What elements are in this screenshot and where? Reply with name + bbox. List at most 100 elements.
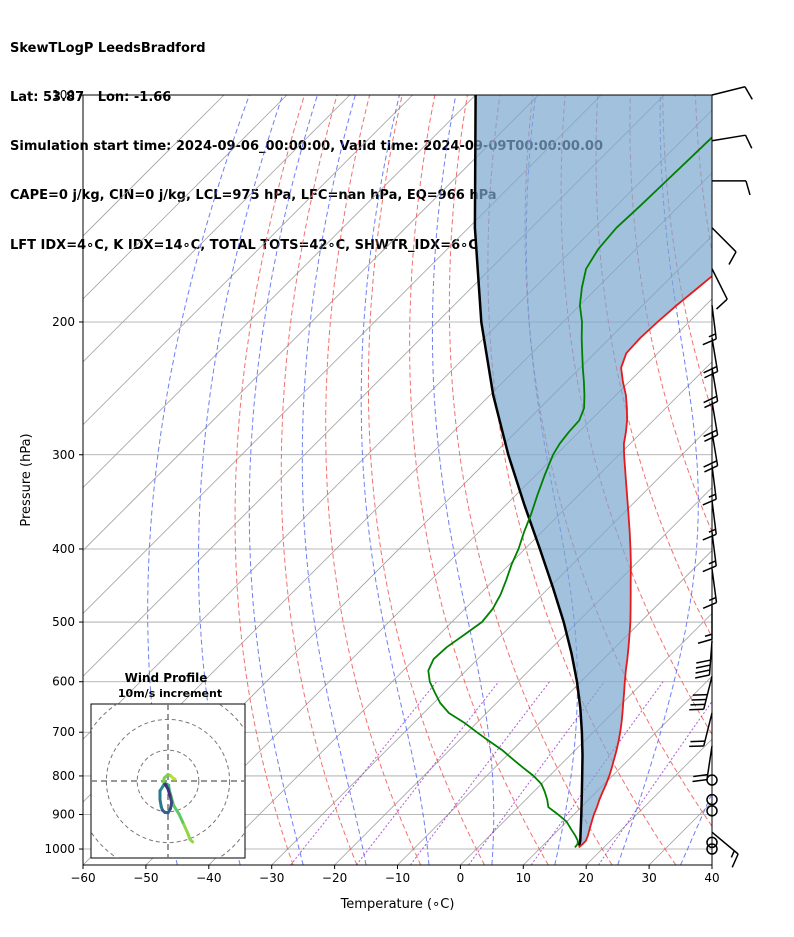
- wind-barb: [703, 337, 719, 379]
- calm-circle: [706, 805, 718, 817]
- hodograph-ring: [136, 749, 200, 813]
- wind-barb: [702, 500, 717, 541]
- barb-full: [744, 86, 753, 100]
- temperature-line: [578, 274, 712, 849]
- dry-adiabat-line: [761, 95, 794, 865]
- plot-area: [83, 95, 794, 865]
- barb-full: [696, 659, 711, 664]
- y-axis-label: Pressure (hPa): [19, 433, 34, 526]
- dry-adiabat-line: [448, 95, 613, 865]
- barb-half: [708, 528, 716, 533]
- wind-barb: [702, 465, 717, 506]
- wind-barb: [706, 836, 718, 849]
- dry-adiabat-line: [325, 95, 422, 865]
- barb-staff: [711, 568, 718, 603]
- x-tick-label: 20: [579, 871, 594, 885]
- isotherm-line: [83, 95, 288, 300]
- y-tick-label: 100: [52, 88, 75, 102]
- x-axis-label: Temperature (∘C): [340, 897, 455, 912]
- wind-barb: [702, 568, 718, 610]
- x-tick-label: 30: [641, 871, 656, 885]
- dry-adiabat-line: [409, 95, 549, 865]
- hodograph-segment: [172, 803, 181, 816]
- hodograph-plot: [91, 704, 245, 858]
- calm-circle: [706, 843, 718, 855]
- dry-adiabat-line: [728, 95, 794, 865]
- moist-adiabat-line: [301, 95, 367, 865]
- wind-barb: [711, 86, 753, 100]
- barb-staff: [711, 337, 719, 372]
- barb-full: [702, 565, 717, 573]
- x-tick-label: −40: [196, 871, 221, 885]
- x-tick-label: 40: [704, 871, 719, 885]
- hodograph-inset: Wind Profile 10m/s increment: [90, 671, 246, 859]
- barb-full: [728, 251, 737, 265]
- wind-barb: [695, 641, 713, 679]
- wind-barb: [706, 793, 718, 806]
- y-tick-label: 800: [52, 769, 75, 783]
- barb-full: [703, 395, 718, 404]
- y-tick-label: 700: [52, 725, 75, 739]
- barb-full: [702, 533, 717, 541]
- y-tick-label: 400: [52, 542, 75, 556]
- barb-half: [708, 333, 716, 338]
- barb-half: [730, 850, 735, 858]
- dry-adiabat-line: [662, 95, 712, 413]
- barb-staff: [711, 134, 746, 142]
- y-tick-label: 1000: [44, 842, 75, 856]
- x-tick-label: −60: [70, 871, 95, 885]
- barb-full: [703, 460, 718, 468]
- x-tick-label: 0: [457, 871, 465, 885]
- calm-circle: [706, 836, 718, 849]
- parcel-profile-line: [473, 95, 584, 846]
- isotherm-line: [83, 95, 476, 489]
- hodograph-segment: [172, 777, 177, 781]
- moist-adiabat-line: [617, 95, 699, 865]
- barb-full: [704, 465, 718, 473]
- moist-adiabat-line: [680, 791, 712, 865]
- barb-full: [703, 429, 718, 438]
- wind-barb: [689, 712, 713, 748]
- isotherm-line: [83, 95, 539, 552]
- barb-full: [702, 498, 717, 506]
- x-tick-label: −30: [259, 871, 284, 885]
- hodograph-segment: [177, 812, 185, 824]
- isotherm-line: [83, 95, 351, 363]
- x-tick-label: −20: [322, 871, 347, 885]
- dewpoint-line: [427, 136, 712, 848]
- x-tick-label: 10: [516, 871, 531, 885]
- wind-barb: [711, 227, 737, 265]
- barb-staff: [703, 676, 713, 710]
- wind-barb: [702, 305, 717, 346]
- isotherm-line: [334, 487, 712, 865]
- x-tick-label: −50: [133, 871, 158, 885]
- y-tick-label: 900: [52, 808, 75, 822]
- barb-full: [704, 434, 718, 443]
- hodograph-title: Wind Profile: [125, 671, 208, 685]
- wind-barb: [703, 401, 719, 443]
- barb-full: [702, 338, 717, 346]
- dry-adiabat-line: [280, 95, 358, 865]
- wind-barb: [712, 180, 751, 196]
- moist-adiabat-line: [198, 95, 284, 865]
- barb-full: [731, 853, 739, 868]
- barb-staff: [711, 227, 737, 253]
- barb-staff: [711, 305, 717, 340]
- barb-staff: [711, 465, 717, 500]
- barb-staff: [711, 367, 719, 402]
- barb-staff: [711, 532, 717, 567]
- wind-barb: [706, 843, 718, 855]
- hodograph-subtitle: 10m/s increment: [118, 687, 222, 700]
- calm-circle: [706, 774, 718, 786]
- dry-adiabat-line: [234, 95, 305, 865]
- mixing-ratio-line: [290, 681, 437, 865]
- wind-barb: [703, 367, 719, 409]
- wind-barb: [706, 805, 718, 817]
- y-tick-label: 600: [52, 675, 75, 689]
- barb-full: [704, 400, 718, 409]
- wind-barb: [706, 774, 718, 786]
- isotherm-line: [83, 95, 413, 426]
- isotherm-line: [271, 424, 712, 865]
- barb-half: [708, 560, 716, 565]
- y-tick-label: 200: [52, 315, 75, 329]
